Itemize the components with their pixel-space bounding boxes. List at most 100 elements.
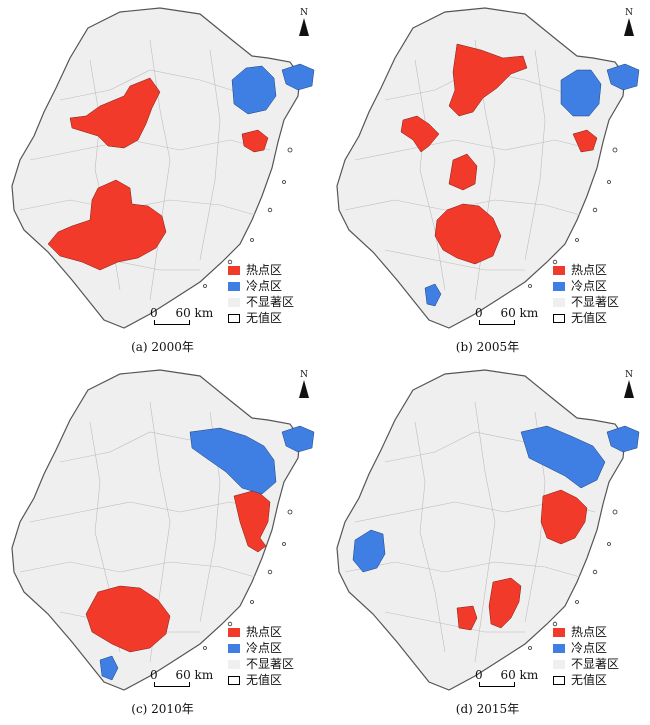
- legend-cold-label: 冷点区: [246, 279, 283, 293]
- legend-ns-swatch: [553, 659, 565, 669]
- coastal-islands: [203, 509, 293, 650]
- north-arrow: N: [621, 370, 637, 398]
- cold-zone: [560, 69, 602, 117]
- cold-zone: [352, 529, 386, 573]
- scale-zero: 0: [150, 306, 158, 320]
- map-svg-2015: [336, 369, 640, 691]
- north-arrow-icon: [299, 18, 309, 36]
- legend-hot-swatch: [553, 627, 565, 637]
- scale-zero: 0: [150, 668, 158, 682]
- map-svg-2005: [336, 7, 640, 329]
- scale-distance: 60 km: [500, 306, 539, 320]
- hot-zone: [400, 115, 440, 153]
- cold-zone: [281, 63, 315, 91]
- scale-bar: 0 60 km: [150, 306, 214, 325]
- north-label: N: [300, 8, 308, 18]
- legend: 热点区 冷点区 不显著区 无值区: [228, 624, 294, 688]
- cold-zone: [189, 427, 277, 495]
- legend-ns-label: 不显著区: [246, 657, 295, 671]
- north-arrow-icon: [624, 380, 634, 398]
- scale-bar: 0 60 km: [150, 668, 214, 687]
- legend-hot-swatch: [228, 627, 240, 637]
- north-arrow-icon: [624, 18, 634, 36]
- scale-distance: 60 km: [175, 306, 214, 320]
- coastal-islands: [203, 147, 293, 288]
- scale-distance: 60 km: [175, 668, 214, 682]
- legend-cold-label: 冷点区: [571, 279, 608, 293]
- legend-none-label: 无值区: [246, 311, 283, 325]
- hot-zone: [434, 203, 502, 265]
- legend-ns-swatch: [228, 297, 240, 307]
- county-boundaries: [19, 401, 271, 663]
- hot-zone: [448, 153, 478, 191]
- hot-zone: [540, 489, 588, 545]
- legend: 热点区 冷点区 不显著区 无值区: [553, 624, 619, 688]
- map-panel-2005: N 热点区 冷点区 不显著区 无值区 0 60 km (b) 2005年: [325, 0, 650, 362]
- legend-ns-label: 不显著区: [571, 295, 620, 309]
- hot-zone: [488, 577, 522, 629]
- legend-hot-swatch: [553, 265, 565, 275]
- scale-line: [479, 682, 515, 687]
- legend-none-label: 无值区: [246, 673, 283, 687]
- map-panel-2015: N 热点区 冷点区 不显著区 无值区 0 60 km (d) 2015年: [325, 362, 650, 724]
- cold-zone: [99, 655, 119, 681]
- scale-line: [154, 320, 190, 325]
- legend: 热点区 冷点区 不显著区 无值区: [553, 262, 619, 326]
- legend-cold-label: 冷点区: [571, 641, 608, 655]
- hot-zone: [85, 585, 171, 653]
- north-arrow: N: [296, 370, 312, 398]
- hot-zone: [456, 605, 478, 631]
- legend-cold-swatch: [228, 281, 240, 291]
- panel-caption: (c) 2010年: [131, 702, 194, 716]
- north-arrow: N: [621, 8, 637, 36]
- legend-hot-label: 热点区: [246, 263, 283, 277]
- legend-none-swatch: [228, 313, 240, 323]
- north-arrow-icon: [299, 380, 309, 398]
- north-arrow: N: [296, 8, 312, 36]
- cold-zone: [281, 425, 315, 453]
- legend-cold-swatch: [553, 281, 565, 291]
- panel-caption: (d) 2015年: [455, 702, 520, 716]
- province-outline: [336, 7, 626, 329]
- legend-ns-swatch: [553, 297, 565, 307]
- legend-none-swatch: [228, 675, 240, 685]
- scale-distance: 60 km: [500, 668, 539, 682]
- legend-none-swatch: [553, 313, 565, 323]
- map-panel-2010: N 热点区 冷点区 不显著区 无值区 0 60 km (c) 2010年: [0, 362, 325, 724]
- legend-hot-label: 热点区: [571, 263, 608, 277]
- north-label: N: [625, 370, 633, 380]
- cold-zone: [424, 283, 442, 307]
- legend-ns-label: 不显著区: [246, 295, 295, 309]
- legend-ns-label: 不显著区: [571, 657, 620, 671]
- coastal-islands: [528, 147, 618, 288]
- north-label: N: [300, 370, 308, 380]
- scale-line: [154, 682, 190, 687]
- map-svg-2010: [11, 369, 315, 691]
- hot-zone: [47, 179, 167, 271]
- coastal-islands: [528, 509, 618, 650]
- legend-hot-label: 热点区: [246, 625, 283, 639]
- legend-hot-label: 热点区: [571, 625, 608, 639]
- legend-cold-swatch: [228, 643, 240, 653]
- legend-none-swatch: [553, 675, 565, 685]
- panel-caption: (b) 2005年: [455, 340, 520, 354]
- map-panel-2000: N 热点区 冷点区 不显著区 无值区 0 60 km (a) 2000年: [0, 0, 325, 362]
- scale-zero: 0: [475, 306, 483, 320]
- legend: 热点区 冷点区 不显著区 无值区: [228, 262, 294, 326]
- north-label: N: [625, 8, 633, 18]
- legend-none-label: 无值区: [571, 673, 608, 687]
- legend-cold-swatch: [553, 643, 565, 653]
- scale-bar: 0 60 km: [475, 306, 539, 325]
- hot-zone: [241, 129, 269, 153]
- cold-zone: [520, 425, 606, 489]
- panel-caption: (a) 2000年: [131, 340, 194, 354]
- cold-zone: [606, 425, 640, 453]
- hot-zone: [572, 129, 598, 153]
- cold-zone: [606, 63, 640, 91]
- scale-line: [479, 320, 515, 325]
- hot-zone: [448, 43, 528, 117]
- map-svg-2000: [11, 7, 315, 329]
- scale-bar: 0 60 km: [475, 668, 539, 687]
- hot-zone: [233, 489, 271, 553]
- legend-hot-swatch: [228, 265, 240, 275]
